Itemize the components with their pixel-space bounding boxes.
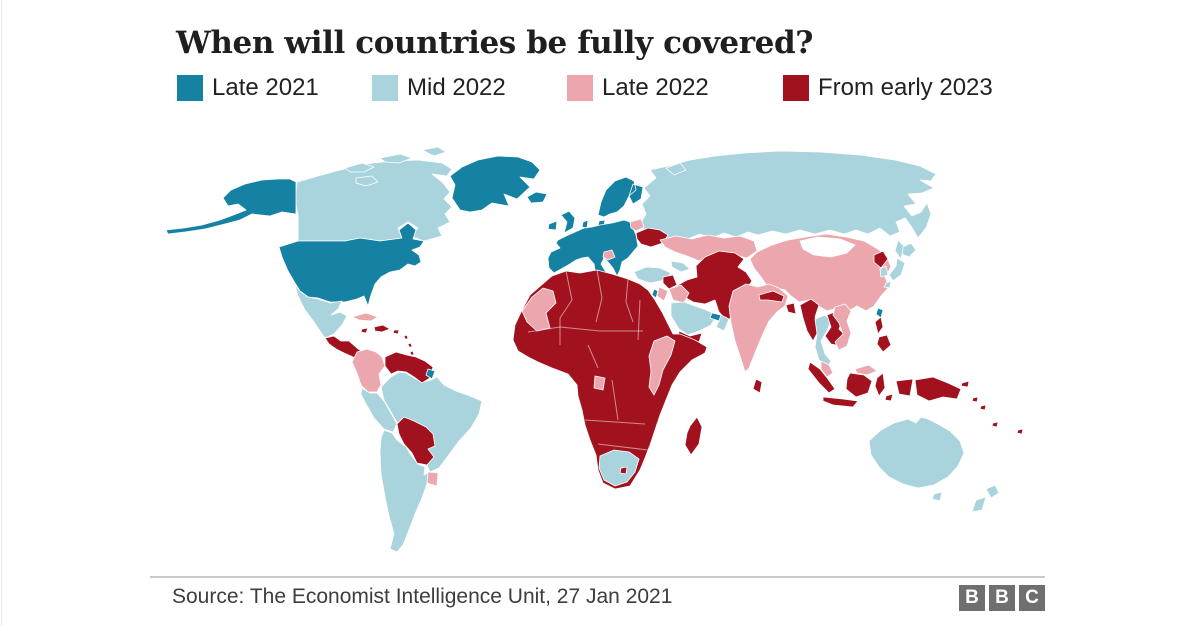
map-region-cuba (351, 312, 379, 322)
legend-item-late-2022: Late 2022 (567, 74, 709, 102)
map-region-india (728, 283, 789, 373)
map-region-balkans (602, 249, 616, 261)
map-region-chile-argentina (379, 429, 429, 553)
border-line (587, 344, 599, 369)
map-region-lesotho (619, 466, 628, 475)
map-region-canada-islands (344, 146, 447, 187)
map-region-bangladesh (785, 302, 797, 315)
map-region-colombia-ecuador (351, 348, 386, 393)
africa-internal-borders (527, 269, 649, 451)
map-region-lesser-antilles (403, 334, 415, 356)
bbc-logo: B B C (959, 585, 1045, 611)
map-region-gabon (593, 375, 606, 391)
map-region-syria (662, 274, 678, 290)
legend-swatch-late-2021 (177, 75, 203, 101)
map-region-alaska (165, 178, 297, 235)
map-region-mexico (294, 284, 348, 339)
bbc-logo-letter-b1: B (959, 585, 985, 611)
map-legend: Late 2021 Mid 2022 Late 2022 From early … (0, 74, 1199, 104)
map-region-hispaniola (360, 324, 400, 335)
border-line (637, 299, 641, 341)
map-region-levant-jordan (656, 286, 669, 302)
map-region-japan (883, 242, 917, 289)
map-region-thailand (814, 314, 832, 369)
map-region-europe-mainland (547, 219, 639, 282)
map-region-bolivia-paraguay (396, 416, 436, 466)
map-region-australia (868, 416, 965, 502)
border-line (559, 270, 573, 319)
map-region-greenland (449, 155, 541, 213)
map-region-africa-main (512, 269, 708, 490)
legend-swatch-mid-2022 (372, 75, 398, 101)
border-line (625, 278, 634, 323)
map-region-canada (294, 159, 453, 242)
map-region-north-korea (873, 250, 889, 269)
bbc-logo-letter-c: C (1019, 585, 1045, 611)
map-region-iraq (668, 284, 690, 304)
map-region-south-africa (598, 449, 640, 487)
bbc-logo-letter-b2: B (989, 585, 1015, 611)
border-line (584, 419, 646, 425)
border-line (611, 379, 619, 421)
map-region-sri-lanka (752, 378, 763, 394)
map-region-taiwan (875, 307, 884, 319)
map-region-mauritania-wsahara (521, 287, 557, 332)
map-region-uk-ireland (547, 210, 576, 234)
legend-label-late-2021: Late 2021 (212, 74, 319, 101)
border-line (595, 269, 603, 323)
legend-label-from-early-2023: From early 2023 (818, 74, 993, 101)
map-region-venezuela-guyanas (384, 351, 434, 384)
map-region-new-zealand (971, 484, 1000, 513)
map-region-saudi-arabia (670, 301, 718, 336)
map-region-madagascar (684, 416, 703, 456)
source-attribution: Source: The Economist Intelligence Unit,… (172, 585, 673, 608)
legend-item-from-early-2023: From early 2023 (783, 74, 993, 102)
border-line (597, 443, 649, 451)
map-region-oman (715, 314, 730, 332)
map-region-nepal-bhutan (758, 290, 785, 303)
map-region-ethiopia-kenya (648, 335, 676, 396)
map-region-russia (639, 150, 937, 241)
map-region-vietnam (832, 303, 852, 351)
map-region-belarus (629, 218, 645, 232)
legend-swatch-late-2022 (567, 75, 593, 101)
legend-swatch-from-early-2023 (783, 75, 809, 101)
map-region-israel (651, 288, 659, 299)
map-region-malaysia (820, 360, 878, 378)
map-region-french-guiana (425, 368, 436, 380)
map-region-russia-islands (665, 162, 905, 260)
screen-edge-line (1, 0, 2, 626)
map-region-philippines (874, 316, 892, 353)
map-region-scandinavia (597, 176, 644, 227)
map-region-indonesia (807, 361, 914, 408)
map-region-iceland (526, 191, 548, 204)
map-region-caucasus (670, 260, 691, 273)
map-region-uruguay (426, 471, 439, 487)
footer-divider (150, 576, 1045, 578)
legend-label-late-2022: Late 2022 (602, 74, 709, 101)
map-region-mongolia (799, 236, 856, 258)
legend-item-late-2021: Late 2021 (177, 74, 319, 102)
map-region-papua-new-guinea (914, 376, 1024, 435)
legend-item-mid-2022: Mid 2022 (372, 74, 506, 102)
map-region-south-korea (879, 265, 889, 278)
page-title: When will countries be fully covered? (176, 24, 814, 61)
map-region-peru (360, 387, 398, 433)
legend-label-mid-2022: Mid 2022 (407, 74, 506, 101)
